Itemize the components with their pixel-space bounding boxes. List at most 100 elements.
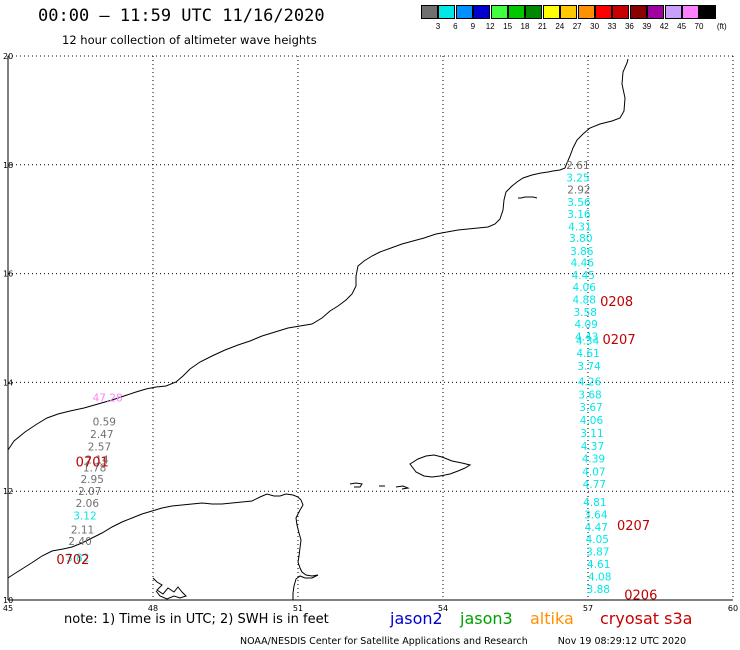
lon-tick-label: 48	[148, 604, 158, 613]
satellite-label: jason2	[390, 609, 443, 628]
legend-label: 9	[470, 22, 476, 31]
wave-height-value: 2.40	[68, 536, 91, 548]
legend-swatch	[647, 5, 665, 19]
wave-height-value: 3.68	[578, 389, 601, 401]
wave-height-value: 4.07	[582, 467, 605, 479]
legend-label: 36	[624, 22, 634, 31]
legend-label: 18	[520, 22, 530, 31]
wave-height-value: 4.34	[576, 336, 600, 348]
legend-swatch	[682, 5, 699, 19]
wave-height-value: 2.14	[85, 455, 109, 467]
legend-label: 30	[590, 22, 600, 31]
wave-height-value: 3.56	[567, 197, 591, 209]
wave-height-value: 4.08	[588, 572, 611, 584]
wave-height-value: 3.87	[586, 547, 609, 559]
legend-label: 42	[659, 22, 669, 31]
footer-credit: NOAA/NESDIS Center for Satellite Applica…	[240, 636, 686, 647]
pass-time-label: 0702	[56, 553, 89, 568]
legend-label: 33	[607, 22, 617, 31]
wave-height-value: 4.61	[576, 348, 599, 360]
legend-swatch	[595, 5, 612, 19]
satellite-label: jason3	[460, 609, 513, 628]
legend-swatch	[525, 5, 543, 19]
legend-unit: (ft)	[716, 22, 727, 31]
wave-height-value: 2.06	[76, 498, 100, 510]
wave-height-value: 4.47	[585, 522, 608, 534]
legend-swatch	[629, 5, 647, 19]
lat-tick-label: 12	[3, 487, 13, 496]
wave-height-value: 4.43	[575, 332, 598, 344]
wave-height-value: 2.61	[566, 160, 589, 172]
wave-height-value: 3.25	[566, 172, 589, 184]
wave-height-value: 3.64	[584, 510, 608, 522]
legend-swatch	[438, 5, 456, 19]
legend-swatch	[455, 5, 473, 19]
lat-tick-label: 16	[3, 270, 13, 279]
wave-height-value: 4.31	[568, 221, 591, 233]
wave-height-value: 4.09	[574, 319, 597, 331]
axis-ticks: 45 48 51 54 57 60 10 12 14 16 18 20	[3, 52, 738, 613]
wave-height-value: 3.67	[579, 402, 602, 414]
wave-height-value: 0.59	[93, 417, 116, 429]
wave-height-value: 4.37	[581, 441, 604, 453]
wave-height-value: 3.12	[73, 511, 96, 523]
legend-swatch	[612, 5, 630, 19]
lon-tick-label: 54	[438, 604, 448, 613]
wave-height-value: 3.58	[574, 307, 597, 319]
legend-swatch	[508, 5, 525, 19]
legend-swatch	[577, 5, 595, 19]
legend-swatch	[699, 5, 717, 19]
lat-tick-label: 20	[3, 52, 13, 61]
legend-label: 6	[453, 22, 458, 31]
pass-time-label: 0208	[600, 295, 633, 310]
wave-height-value: 4.77	[583, 479, 606, 491]
wave-height-value: 1.78	[83, 462, 106, 474]
lat-tick-label: 14	[3, 378, 13, 387]
wave-height-value: 4.05	[586, 534, 609, 546]
legend-label: 21	[537, 22, 547, 31]
map-title: 00:00 — 11:59 UTC 11/16/2020	[38, 6, 325, 26]
wave-height-value: 2.92	[567, 184, 590, 196]
coast-fragment-west	[152, 577, 187, 600]
legend-label: 27	[572, 22, 582, 31]
lon-tick-label: 57	[583, 604, 593, 613]
legend-label: 12	[485, 22, 495, 31]
wave-height-value: 3.80	[569, 233, 592, 245]
legend-swatch	[421, 5, 438, 19]
pass-time-label: 0207	[603, 333, 636, 348]
legend-swatch	[542, 5, 560, 19]
wave-height-value: 3.88	[587, 584, 610, 596]
legend-swatch	[490, 5, 508, 19]
wave-height-value: 4.06	[580, 415, 604, 427]
lat-tick-label: 10	[3, 596, 13, 605]
islet-1	[349, 482, 363, 488]
wave-height-value: 3.86	[570, 246, 594, 258]
legend-label: 15	[503, 22, 513, 31]
lon-tick-label: 45	[3, 604, 13, 613]
pass-time-label: 0207	[617, 519, 650, 534]
socotra-island	[409, 454, 472, 478]
wave-height-value: 2.95	[81, 474, 104, 486]
wave-height-value: 3.11	[580, 428, 603, 440]
legend-label: 45	[677, 22, 687, 31]
wave-height-value: 4.45	[572, 270, 595, 282]
arabian-coastline	[7, 58, 629, 451]
satellite-label: cryosat s3a	[600, 609, 693, 628]
wave-height-value: 3.74	[577, 361, 601, 373]
wave-height-value: 4.88	[573, 295, 596, 307]
satellite-label: altika	[530, 609, 574, 628]
wave-height-value: 2.11	[71, 524, 94, 536]
pass-time-labels: 0208 0207 0701 0207 0702 0206	[56, 295, 657, 604]
wave-height-value: 4.81	[583, 497, 606, 509]
credit-text: NOAA/NESDIS Center for Satellite Applica…	[240, 636, 528, 647]
legend-label: 39	[642, 22, 652, 31]
pass-time-label: 0701	[76, 455, 109, 470]
wave-height-value: 2.47	[90, 429, 113, 441]
coastlines	[7, 58, 629, 600]
generated-timestamp: Nov 19 08:29:12 UTC 2020	[557, 636, 687, 647]
wave-height-value: 2.57	[88, 442, 111, 454]
lon-tick-label: 51	[293, 604, 303, 613]
map-subtitle: 12 hour collection of altimeter wave hei…	[62, 33, 317, 47]
pass-time-label: 0206	[624, 589, 657, 604]
